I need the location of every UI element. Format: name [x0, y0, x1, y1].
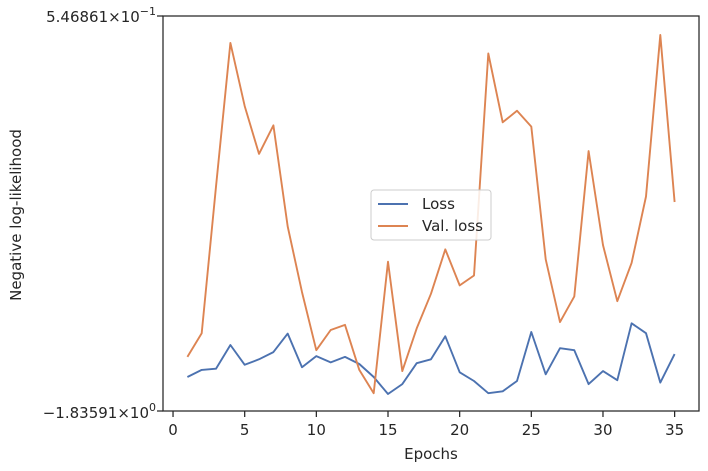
- x-tick-label: 0: [168, 421, 178, 439]
- series-lines: [186, 34, 676, 395]
- x-tick-label: 25: [522, 421, 541, 439]
- x-tick-label: 20: [450, 421, 469, 439]
- legend-box: [370, 189, 492, 241]
- y-top-label: 5.46861×10−1: [46, 5, 156, 26]
- x-tick-label: 10: [307, 421, 326, 439]
- x-tick-label: 35: [665, 421, 684, 439]
- x-tick-label: 15: [378, 421, 397, 439]
- series-line-val-loss: [186, 34, 676, 395]
- x-axis-label: Epochs: [404, 445, 458, 463]
- legend: Loss Val. loss: [370, 189, 492, 241]
- x-tick-label: 30: [593, 421, 612, 439]
- x-axis-ticks: 0 5 10 15 20 25 30 35: [168, 411, 684, 439]
- y-axis-label: Negative log-likelihood: [7, 129, 25, 301]
- legend-label-val-loss: Val. loss: [422, 217, 483, 235]
- legend-label-loss: Loss: [422, 195, 455, 213]
- x-tick-label: 5: [240, 421, 250, 439]
- y-bottom-label: −1.83591×100: [43, 401, 156, 422]
- series-line-loss: [186, 322, 676, 395]
